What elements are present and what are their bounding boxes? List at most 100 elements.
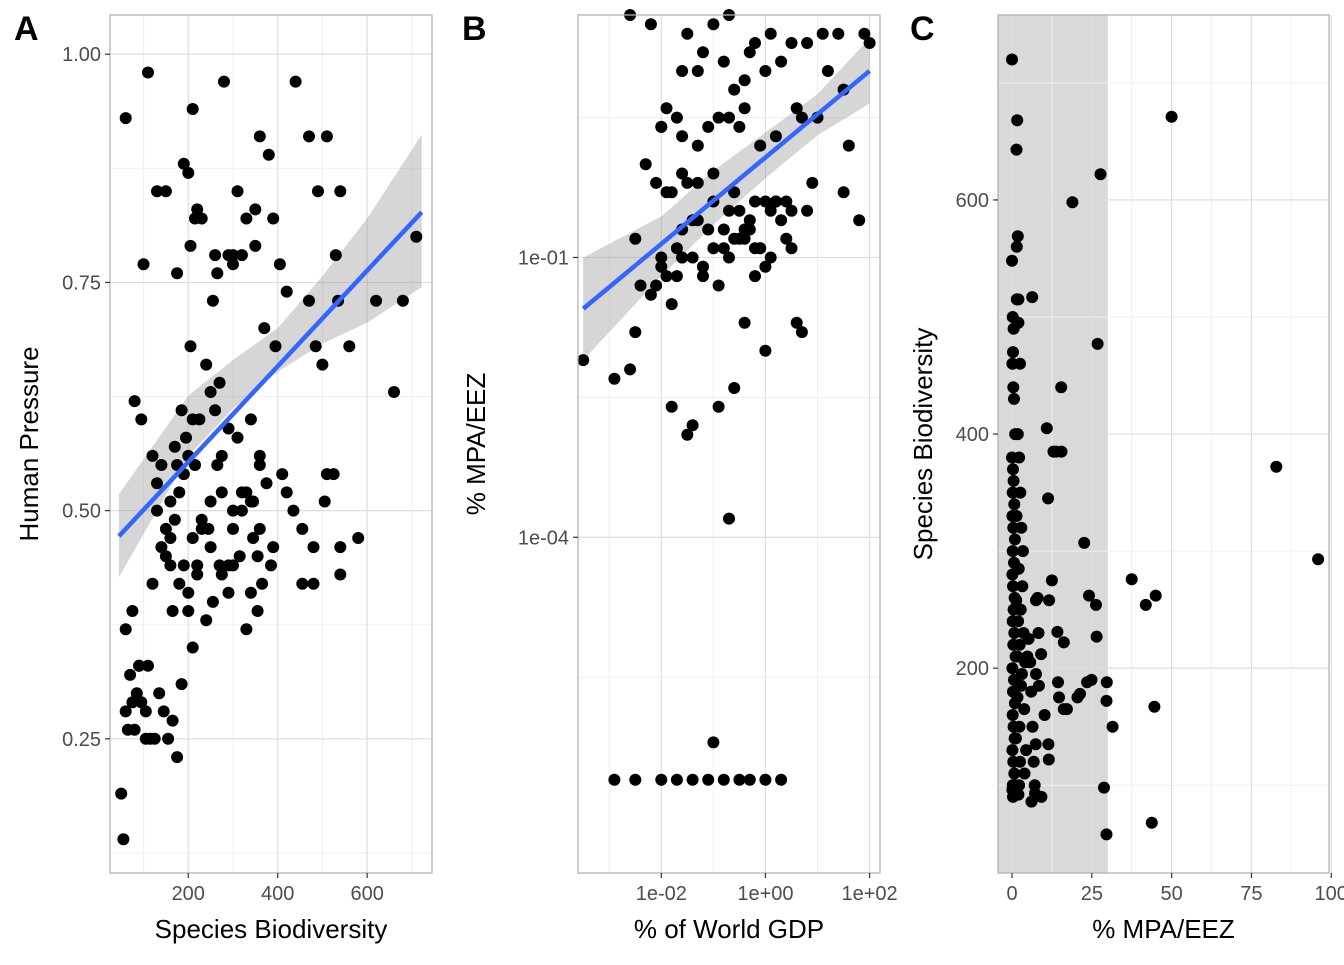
panel-c-point [1098,781,1110,794]
panel-c-point [1038,709,1051,721]
panel-c-point [1145,816,1158,829]
panel-b-point [733,773,746,786]
panel-b-point [670,242,683,255]
panel-b-point [650,279,663,292]
panel-c-point [1018,767,1031,780]
panel-c-point [1013,638,1026,651]
panel-c-point [1006,53,1018,66]
panel-b-point [759,65,772,77]
panel-c-point [1125,573,1138,586]
panel-b-point [743,773,756,786]
panel-b-point [759,344,772,357]
panel-b-point [858,27,871,40]
panel-b-point [790,316,803,329]
panel-a-point [191,559,204,572]
panel-b-point [629,773,642,786]
panel-a-point [204,495,217,508]
panel-b-point [697,46,709,59]
panel-c-point [1018,703,1031,716]
panel-a-point [126,696,139,709]
panel-c-point [1012,562,1025,575]
panel-b-point [832,27,845,40]
panel-b-point [743,214,756,227]
panel-b-point [629,326,642,339]
panel-b-point [676,251,689,264]
panel-b-point [639,158,652,171]
panel-b-x-tick-label: 1e+00 [737,883,793,905]
panel-a-point [137,258,150,271]
panel-c-point [1016,580,1029,593]
panel-b-point [728,83,741,96]
panel-a-point [195,513,208,526]
panel-c-x-axis-title: % MPA/EEZ [1092,914,1235,944]
panel-c-letter: C [910,10,935,48]
panel-b-point [853,214,866,227]
panel-b-point [754,139,767,152]
panel-a-point [184,239,197,252]
panel-a-point [135,696,148,709]
panel-a-point [253,449,266,462]
panel-b-point [733,120,746,133]
panel-a-point [209,249,222,262]
panel-a-point [316,358,329,371]
panel-a-point [260,477,273,490]
panel-c-point [1165,110,1178,123]
panel-c-point [1029,738,1042,751]
panel-b-point [769,130,782,143]
panel-b-point [759,773,772,786]
panel-a-point [307,541,320,554]
panel-b-point [759,195,772,208]
panel-a-point [164,495,177,508]
panel-c-point [1100,676,1113,689]
panel-a-point [166,605,179,617]
panel-c-point [1040,422,1053,435]
panel-a-point [200,614,213,627]
panel-a-point [204,386,217,398]
panel-a-point [273,258,286,271]
panel-c-point [1091,337,1104,350]
panel-b-point [697,260,709,273]
panel-b-point [655,120,668,133]
panel-c-point [1007,463,1019,476]
panel-a-point [159,185,172,198]
panel-c-point [1026,291,1039,304]
panel-c-point [1014,486,1027,499]
panel-a-point [164,532,177,544]
panel-c-point [1148,700,1161,713]
panel-c-point [1270,460,1283,473]
panel-a-point [186,532,199,544]
panel-a-point [249,239,262,252]
panel-a-point [343,340,356,353]
panel-a-point [247,532,260,544]
panel-b-point [644,288,657,301]
panel-a-point [231,431,244,444]
panel-a-point [388,386,400,398]
panel-a-point [206,595,219,608]
panel-a-point [251,550,264,563]
panel-a-point [303,130,315,143]
panel-a-point [191,568,204,581]
panel-b-point [681,27,694,40]
panel-a-point [276,468,289,481]
panel-a-point [206,294,219,307]
panel-c-point [1090,630,1103,643]
panel-c-point [1013,720,1026,733]
panel-c-point [1015,521,1028,534]
panel-a-point [213,376,226,389]
panel-b-point [697,270,709,283]
panel-c-point [1013,451,1026,464]
panel-a-point [215,486,228,499]
panel-a-point [128,395,141,408]
panel-a-point [227,504,239,517]
panel-c-point [1042,492,1055,505]
panel-a-point [151,504,163,517]
panel-c-point [1016,545,1029,558]
panel-c-point [1008,498,1021,511]
panel-b-point [691,176,704,189]
panel-a-point [166,714,179,727]
panel-b-point [707,736,720,749]
panel-b-point [676,130,689,143]
panel-c-point [1094,168,1107,181]
panel-c-point [1007,580,1019,593]
panel-c: 0 25 50 75 100 200 400 600 % MPA/EEZ Species Biod… [908,10,1344,944]
